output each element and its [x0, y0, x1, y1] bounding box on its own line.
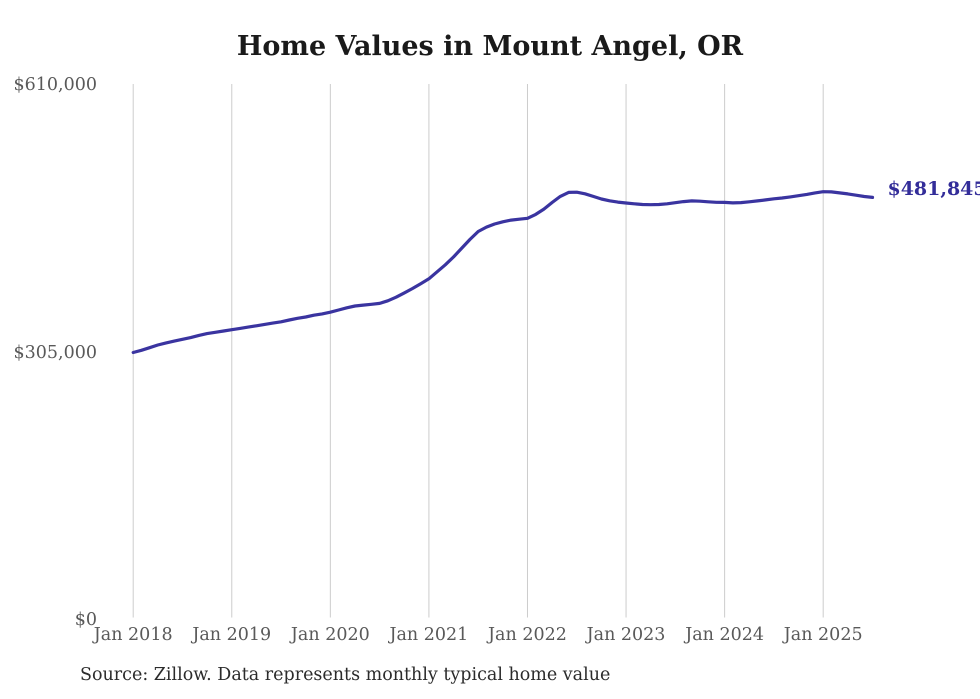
y-tick-label: $305,000	[13, 342, 97, 363]
x-tick-label: Jan 2020	[290, 625, 370, 645]
x-tick-label: Jan 2022	[488, 625, 567, 645]
y-tick-label: $0	[74, 610, 97, 630]
x-tick-label: Jan 2023	[586, 625, 666, 645]
x-tick-label: Jan 2025	[783, 625, 863, 645]
x-tick-label: Jan 2021	[389, 625, 469, 645]
chart-title: Home Values in Mount Angel, OR	[236, 31, 744, 62]
x-tick-label: Jan 2019	[192, 625, 272, 645]
x-tick-label: Jan 2024	[685, 625, 765, 645]
source-note: Source: Zillow. Data represents monthly …	[80, 665, 611, 685]
x-tick-label: Jan 2018	[93, 625, 173, 645]
home-value-line	[131, 190, 875, 355]
latest-value-label: $481,845	[887, 178, 980, 201]
y-tick-label: $610,000	[13, 75, 97, 95]
